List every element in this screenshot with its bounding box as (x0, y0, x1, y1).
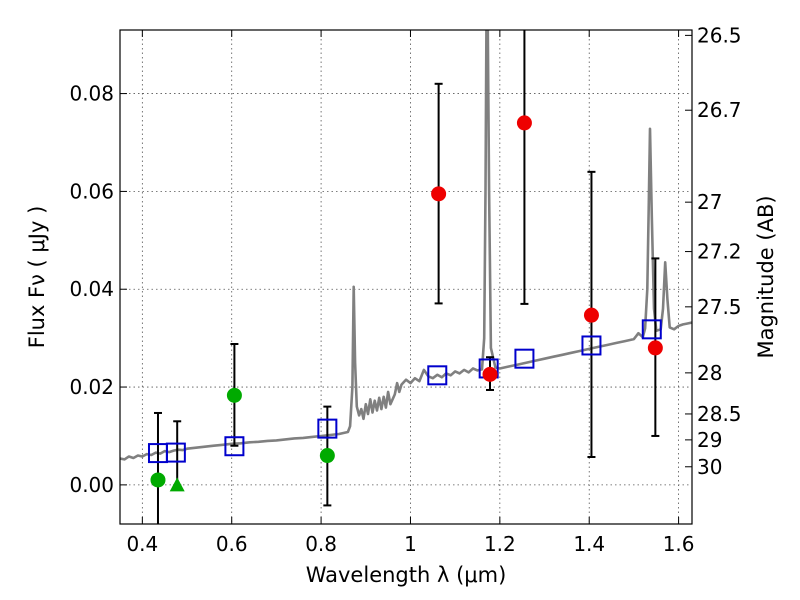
x-tick-label: 0.6 (216, 532, 248, 556)
magnitude-tick-label: 27 (697, 190, 722, 214)
x-tick-label: 1.2 (484, 532, 516, 556)
model-band-square (165, 442, 186, 463)
magnitude-tick-label: 27.5 (697, 295, 742, 319)
y-tick-label: 0.08 (69, 82, 114, 106)
model-band-square (427, 365, 448, 386)
model-band-square (581, 335, 602, 356)
magnitude-tick-label: 27.2 (697, 240, 742, 264)
magnitude-tick-label: 26.7 (697, 98, 742, 122)
model-band-square (514, 348, 535, 369)
magnitude-tick-label: 26.5 (697, 23, 742, 47)
y-tick-label: 0.06 (69, 179, 114, 203)
x-tick-label: 0.4 (126, 532, 158, 556)
x-tick-label: 0.8 (305, 532, 337, 556)
y-tick-label: 0.02 (69, 375, 114, 399)
axis-ticks: 0.4 0.6 0.8 1 1.2 1.4 1.6 0.00 0.02 0.04 0.06 0.08 2… (69, 23, 741, 556)
plot-series (120, 30, 692, 524)
sed-model-line (120, 30, 692, 461)
y-tick-label: 0.00 (69, 473, 114, 497)
error-bar (520, 30, 529, 305)
model-band-square (317, 418, 338, 439)
x-tick-label: 1.6 (663, 532, 695, 556)
magnitude-tick-label: 29 (697, 428, 722, 452)
magnitude-tick-label: 28.5 (697, 402, 742, 426)
grid-lines (120, 30, 692, 524)
y-axis-label-right: Magnitude (AB) (754, 195, 778, 358)
observed-point (150, 472, 166, 488)
observed-point (319, 448, 335, 464)
upper-limit-triangle (169, 477, 185, 492)
x-axis-label: Wavelength λ (μm) (306, 563, 507, 587)
y-axis-label: Flux Fν ( μJy ) (25, 206, 49, 349)
observed-point (516, 115, 532, 131)
observed-point (431, 186, 447, 202)
observed-point (482, 366, 498, 382)
model-band-square (641, 319, 662, 340)
y-tick-label: 0.04 (69, 277, 114, 301)
magnitude-tick-label: 28 (697, 361, 722, 385)
observed-point (226, 387, 242, 403)
x-tick-label: 1.4 (573, 532, 605, 556)
x-tick-label: 1 (404, 532, 417, 556)
observed-point (647, 340, 663, 356)
model-band-square (224, 436, 245, 457)
plot-frame (119, 29, 693, 525)
magnitude-tick-label: 30 (697, 455, 722, 479)
error-bar (153, 411, 162, 524)
observed-point (583, 307, 599, 323)
